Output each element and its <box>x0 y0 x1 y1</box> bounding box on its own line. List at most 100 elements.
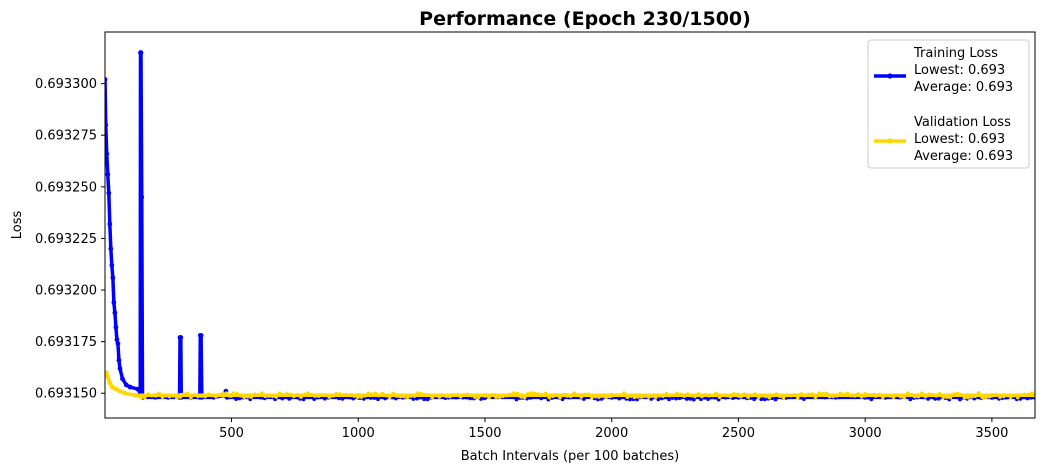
training-loss-point <box>773 397 778 402</box>
validation-loss-point <box>721 393 726 398</box>
validation-loss-point <box>714 391 719 396</box>
validation-loss-point <box>203 394 208 399</box>
legend: Training Loss Lowest: 0.693 Average: 0.6… <box>867 39 1030 169</box>
validation-loss-point <box>955 391 960 396</box>
validation-loss-point <box>160 395 165 399</box>
validation-loss-point <box>948 395 953 400</box>
validation-loss-point <box>668 393 672 398</box>
validation-loss-point <box>859 394 864 399</box>
training-loss-point <box>674 396 678 401</box>
validation-loss-point <box>579 395 584 399</box>
validation-loss-point <box>731 392 736 396</box>
validation-loss-point <box>210 393 215 398</box>
validation-loss-point <box>508 392 513 397</box>
validation-loss-point <box>810 392 814 396</box>
validation-loss-point <box>561 392 566 397</box>
validation-loss-point <box>923 394 928 399</box>
validation-loss-point <box>934 393 939 398</box>
validation-loss-point <box>299 395 303 399</box>
validation-loss-point <box>341 393 346 398</box>
validation-loss-point <box>795 395 800 400</box>
validation-loss-point <box>213 394 218 399</box>
validation-loss-point <box>529 391 534 395</box>
validation-loss-point <box>157 391 161 396</box>
validation-loss-point <box>519 394 523 399</box>
validation-loss-point <box>593 394 598 399</box>
validation-loss-point <box>671 393 676 398</box>
validation-loss-point <box>767 395 772 400</box>
training-loss-point <box>138 50 144 56</box>
training-loss-point <box>422 397 427 402</box>
validation-loss-point <box>969 394 974 399</box>
validation-loss-point <box>739 394 743 399</box>
training-loss-point <box>369 396 373 400</box>
validation-loss-point <box>320 393 325 397</box>
validation-loss-point <box>710 393 715 398</box>
validation-loss-point <box>440 393 445 398</box>
x-tick-label: 1500 <box>468 426 501 441</box>
validation-loss-point <box>653 395 658 399</box>
validation-loss-point <box>749 393 754 398</box>
validation-loss-point <box>117 388 123 394</box>
validation-loss-point <box>174 395 179 400</box>
validation-loss-point <box>355 395 360 400</box>
validation-loss-point <box>437 394 442 399</box>
training-loss-point <box>869 397 874 402</box>
validation-loss-point <box>105 370 109 375</box>
validation-loss-point <box>937 391 942 396</box>
y-tick-label: 0.693300 <box>35 77 97 92</box>
validation-loss-point <box>352 393 357 398</box>
validation-loss-point <box>348 392 353 397</box>
validation-loss-point <box>930 392 935 397</box>
training-loss-point <box>926 397 930 401</box>
validation-loss-point <box>1022 392 1027 397</box>
validation-loss-point <box>135 394 140 398</box>
training-loss-point <box>468 396 473 401</box>
validation-loss-point <box>756 395 761 400</box>
validation-loss-point <box>316 394 321 398</box>
validation-loss-point <box>753 392 758 397</box>
validation-loss-point <box>224 391 229 396</box>
validation-loss-point <box>370 392 374 397</box>
validation-loss-point <box>409 394 413 398</box>
validation-loss-point <box>838 391 843 396</box>
training-loss-point <box>383 396 387 401</box>
training-loss-point <box>113 324 119 330</box>
training-loss-point <box>312 397 317 401</box>
validation-loss-point <box>991 393 995 397</box>
validation-loss-point <box>607 394 612 399</box>
training-loss-point <box>425 397 430 402</box>
validation-loss-point <box>1026 392 1031 397</box>
training-loss-point <box>908 397 913 402</box>
training-loss-point <box>762 397 767 402</box>
validation-loss-point <box>600 394 605 398</box>
validation-loss-point <box>252 392 257 397</box>
validation-loss-point <box>387 395 392 400</box>
validation-loss-point <box>458 394 463 399</box>
legend-validation-marker <box>887 138 893 144</box>
validation-loss-point <box>558 395 562 400</box>
validation-loss-point <box>802 393 807 398</box>
legend-training-lowest: Lowest: 0.693 <box>914 63 1005 78</box>
validation-loss-point <box>870 392 875 397</box>
x-tick-label: 2500 <box>722 426 755 441</box>
validation-loss-point <box>235 392 239 396</box>
validation-loss-point <box>284 392 289 396</box>
validation-loss-point <box>973 394 978 399</box>
validation-loss-point <box>657 393 662 398</box>
validation-loss-point <box>881 395 885 400</box>
validation-loss-point <box>423 392 428 397</box>
x-axis-label: Batch Intervals (per 100 batches) <box>461 449 679 464</box>
validation-loss-point <box>206 392 211 397</box>
validation-loss-point <box>707 393 711 398</box>
legend-validation-label: Validation Loss <box>914 115 1011 130</box>
validation-loss-point <box>813 395 818 400</box>
validation-loss-point <box>817 391 821 396</box>
validation-loss-point <box>611 393 616 398</box>
y-tick-label: 0.693175 <box>35 335 97 350</box>
validation-loss-point <box>746 395 750 399</box>
validation-loss-point <box>643 394 648 398</box>
validation-loss-point <box>597 395 601 399</box>
validation-loss-point <box>327 395 332 399</box>
validation-loss-point <box>398 394 403 399</box>
